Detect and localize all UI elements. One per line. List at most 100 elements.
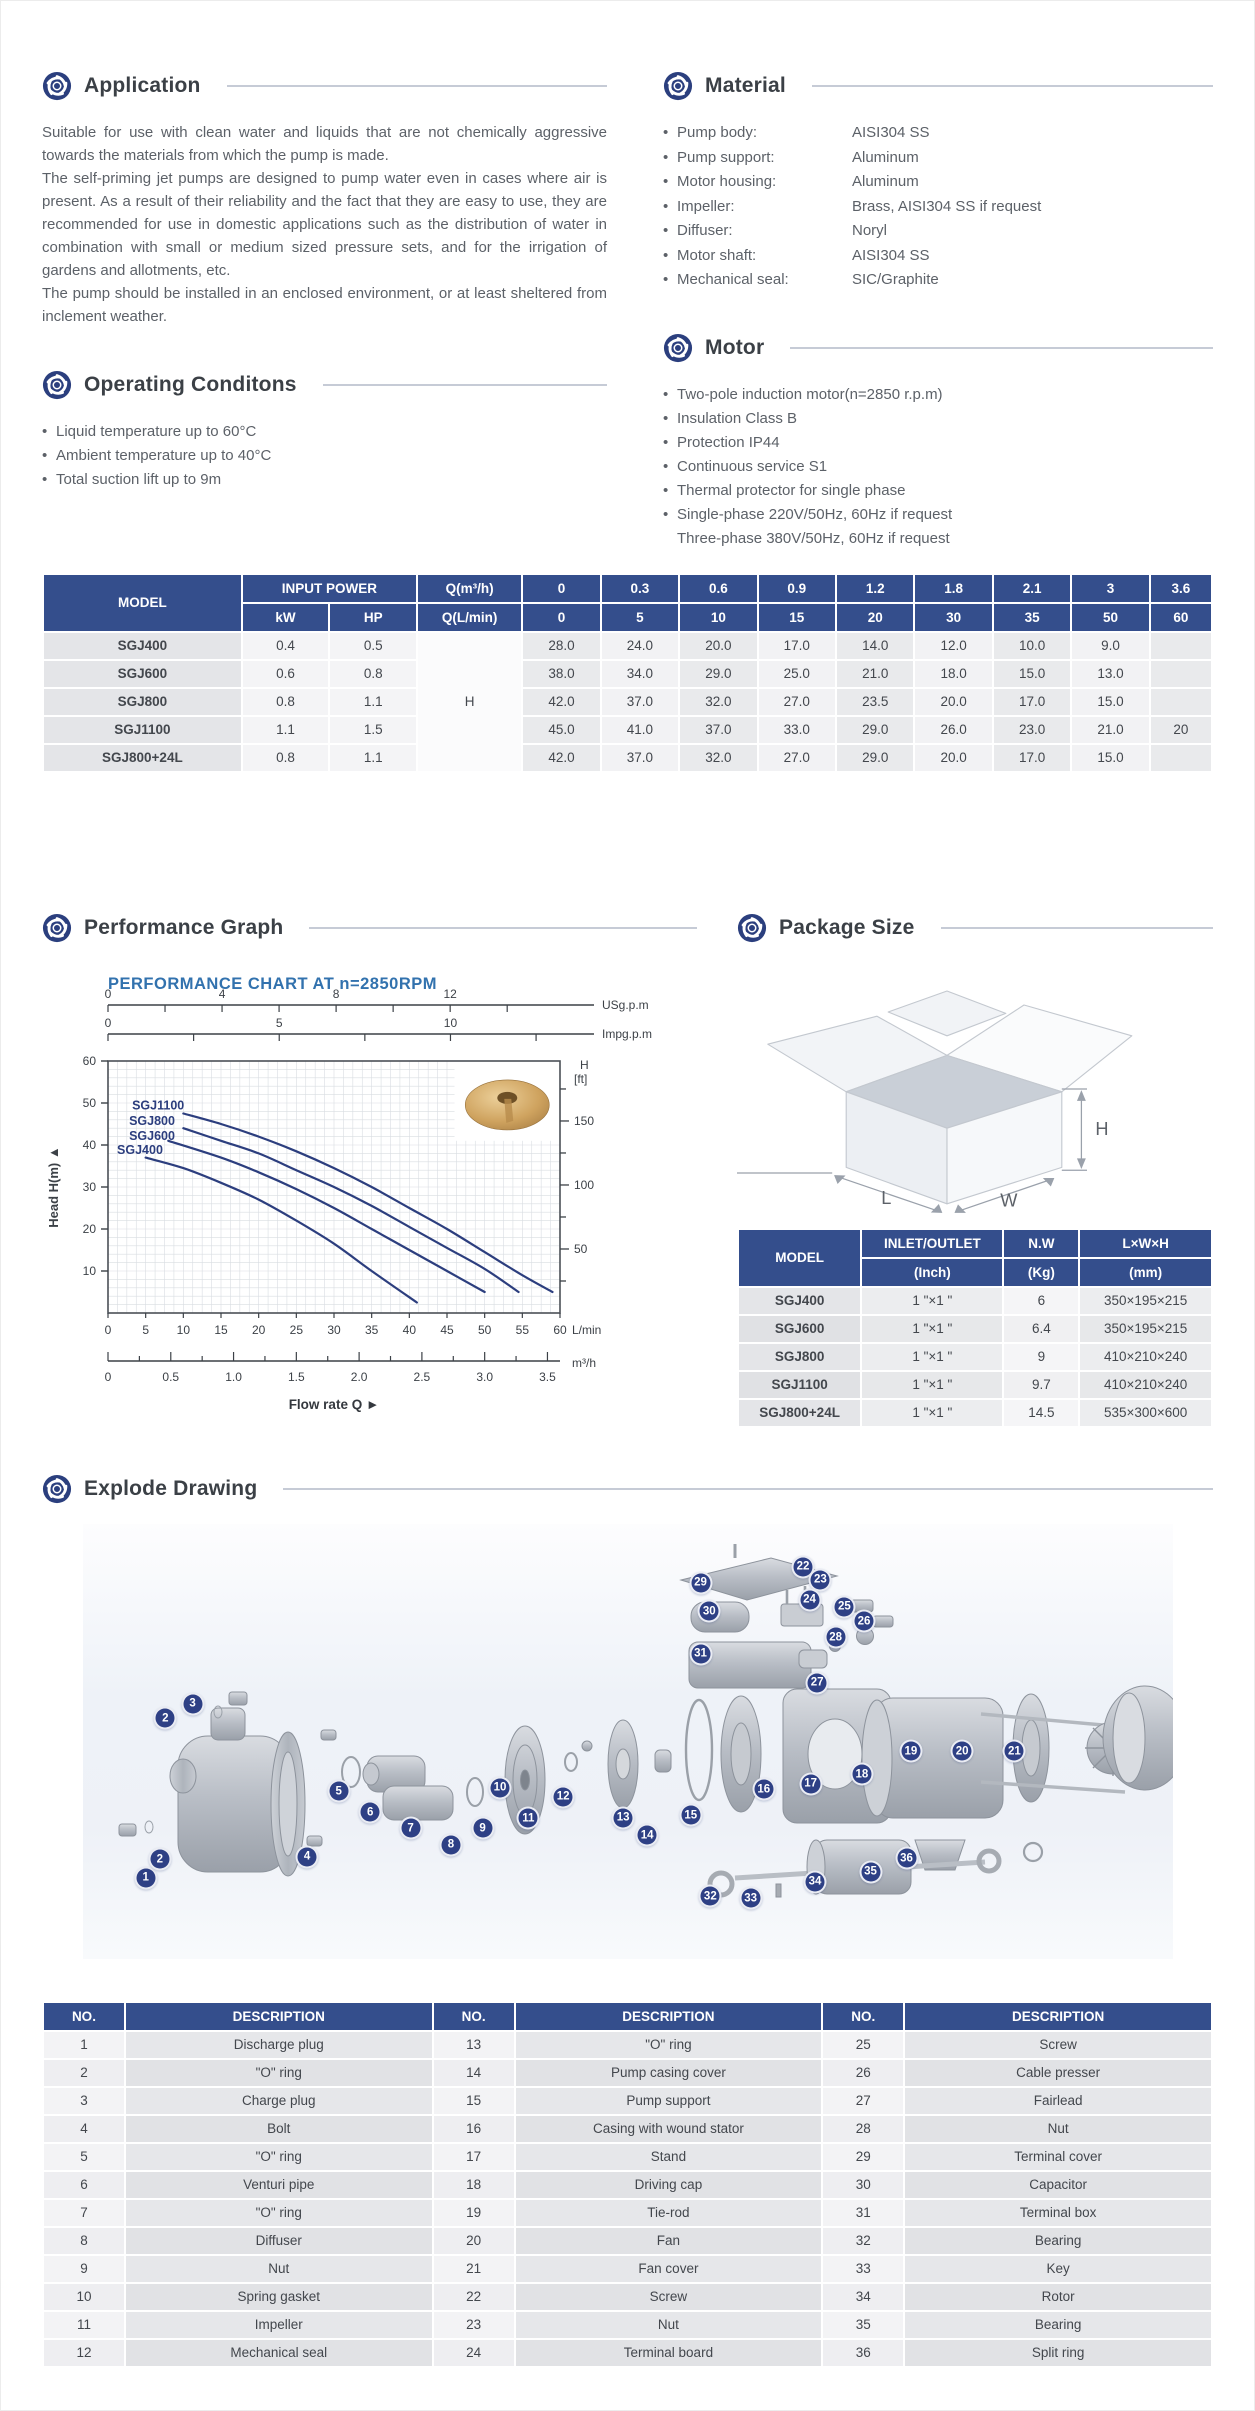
pkg-inlet: 1 "×1 " [860, 1285, 1005, 1316]
spec-header-flow-lmin-4: 20 [835, 601, 916, 633]
pkg-lwh: 410×210×240 [1078, 1369, 1213, 1400]
material-value: SIC/Graphite [852, 271, 939, 288]
bullet-dot: • [663, 197, 669, 215]
part-no: 31 [821, 2197, 906, 2228]
m3h-tick-label: 1.5 [288, 1370, 305, 1384]
spec-header-input-power: INPUT POWER [240, 572, 419, 604]
part-description: Bolt [123, 2113, 434, 2144]
pkg-header-row-2: (Inch) (Kg) (mm) [738, 1256, 1213, 1288]
bullet-text: Ambient temperature up to 40°C [56, 447, 272, 464]
bullet-dot: • [663, 148, 669, 166]
x-tick-label: 0 [105, 1323, 112, 1337]
curve-SGJ400 [144, 1156, 418, 1304]
pkg-model: SGJ600 [736, 1313, 863, 1344]
spec-h-label: H [416, 630, 524, 773]
spec-head-value: 42.0 [521, 686, 602, 717]
spec-header-flow-m3h-6: 2.1 [991, 572, 1073, 604]
part-callout: 28 [824, 1625, 848, 1649]
header-rule [322, 384, 607, 386]
spec-header-flow-lmin-7: 50 [1070, 601, 1151, 633]
operating-item-1: • Liquid temperature up to 60°C [42, 420, 607, 444]
part-description: Spring gasket [123, 2281, 434, 2312]
pkg-nw: 9.7 [1002, 1369, 1081, 1400]
y-tick-label: 30 [83, 1180, 97, 1194]
y-tick-label: 10 [83, 1264, 97, 1278]
part-description: Capacitor [903, 2169, 1213, 2200]
part-callout: 33 [739, 1886, 763, 1910]
spec-head-value: 17.0 [756, 630, 838, 661]
part-callout: 9 [471, 1816, 495, 1840]
part-description: "O" ring [123, 2057, 434, 2088]
part-no: 23 [431, 2309, 516, 2340]
part-callout: 25 [832, 1595, 856, 1619]
spec-head-value: 28.0 [521, 630, 602, 661]
y-tick-label: 50 [83, 1096, 97, 1110]
impeller-cone [504, 1098, 514, 1123]
part-description: Terminal board [513, 2337, 824, 2368]
spec-head-value: 20.0 [678, 630, 759, 661]
pkg-lwh: 410×210×240 [1078, 1341, 1213, 1372]
spec-header-flow-m3h-3: 0.9 [756, 572, 838, 604]
part-description: Nut [903, 2113, 1213, 2144]
operating-section-header: Operating Conditons [42, 370, 607, 400]
pkg-nw: 6.4 [1002, 1313, 1081, 1344]
part-callout: 35 [859, 1860, 883, 1883]
part-callout: 34 [803, 1870, 827, 1893]
material-label: Mechanical seal: [677, 271, 789, 288]
motor-item-6: • Single-phase 220V/50Hz, 60Hz if request [663, 503, 1213, 527]
spec-hp: 1.1 [328, 686, 419, 717]
part-description: Driving cap [513, 2169, 824, 2200]
spec-header-flow-lmin-0: 0 [521, 601, 602, 633]
part-no: 35 [821, 2309, 906, 2340]
part-description: Pump casing cover [513, 2057, 824, 2088]
ft-tick-label: 50 [574, 1241, 588, 1255]
spec-kw: 0.8 [240, 742, 331, 773]
part-no: 28 [821, 2113, 906, 2144]
spec-table: MODEL INPUT POWER Q(m³/h) 0 0.3 0.6 0.9 1.2 1.8 2… [42, 572, 1214, 773]
header-rule [811, 85, 1213, 87]
material-value: Aluminum [852, 173, 919, 190]
part-description: Screw [513, 2281, 824, 2312]
bullet-dot: • [663, 505, 669, 523]
parts-row-2: 2 "O" ring 14 Pump casing cover 26 Cable pres… [42, 2057, 1213, 2088]
pkg-row-SGJ800+24L: SGJ800+24L 1 "×1 " 14.5 535×300×600 [736, 1397, 1213, 1428]
part-callout: 14 [635, 1823, 659, 1847]
x-tick-label: 40 [403, 1323, 417, 1337]
parts-header-desc: DESCRIPTION [123, 2000, 434, 2032]
spec-head-value: 29.0 [678, 658, 759, 689]
operating-item-2: • Ambient temperature up to 40°C [42, 444, 607, 468]
parts-header-no: NO. [431, 2000, 516, 2032]
part-callout: 16 [752, 1777, 776, 1801]
x-tick-label: 50 [478, 1323, 492, 1337]
parts-row-11: 11 Impeller 23 Nut 35 Bearing [42, 2309, 1213, 2340]
part-callout: 23 [808, 1568, 832, 1592]
part-no: 2 [42, 2057, 126, 2088]
part-description: Fan cover [513, 2253, 824, 2284]
spec-head-value: 42.0 [521, 742, 602, 773]
curve-label-SGJ1100: SGJ1100 [132, 1098, 184, 1112]
header-rule [226, 85, 607, 87]
spec-header-flow-lmin-2: 10 [678, 601, 759, 633]
spec-row-SGJ800+24L: SGJ800+24L 0.8 1.1 42.0 37.0 32.0 27.0 29.0 20.0… [42, 742, 1214, 773]
bullet-text: Three-phase 380V/50Hz, 60Hz if request [677, 529, 950, 547]
bullet-dot: • [663, 457, 669, 475]
ft-tick-label: 150 [574, 1113, 594, 1127]
pkg-row-SGJ800: SGJ800 1 "×1 " 9 410×210×240 [736, 1341, 1213, 1372]
x-tick-label: 5 [142, 1323, 149, 1337]
spec-kw: 0.4 [240, 630, 331, 661]
part-callout: 2 [153, 1706, 177, 1730]
motor-item-2: • Insulation Class B [663, 407, 1213, 431]
part-no: 17 [431, 2141, 516, 2172]
y-axis-label: Head H(m) ▲ [46, 1146, 61, 1228]
part-no: 14 [431, 2057, 516, 2088]
m3h-tick-label: 3.5 [539, 1370, 556, 1384]
pkg-inlet: 1 "×1 " [860, 1369, 1005, 1400]
bullet-dot: • [42, 447, 48, 464]
part-no: 18 [431, 2169, 516, 2200]
x-tick-label: 25 [290, 1323, 304, 1337]
bullet-text: Single-phase 220V/50Hz, 60Hz if request [677, 505, 953, 523]
part-callout: 36 [895, 1846, 919, 1870]
parts-header-desc: DESCRIPTION [903, 2000, 1213, 2032]
header-rule [309, 926, 697, 929]
bullet-dot: • [42, 471, 48, 488]
